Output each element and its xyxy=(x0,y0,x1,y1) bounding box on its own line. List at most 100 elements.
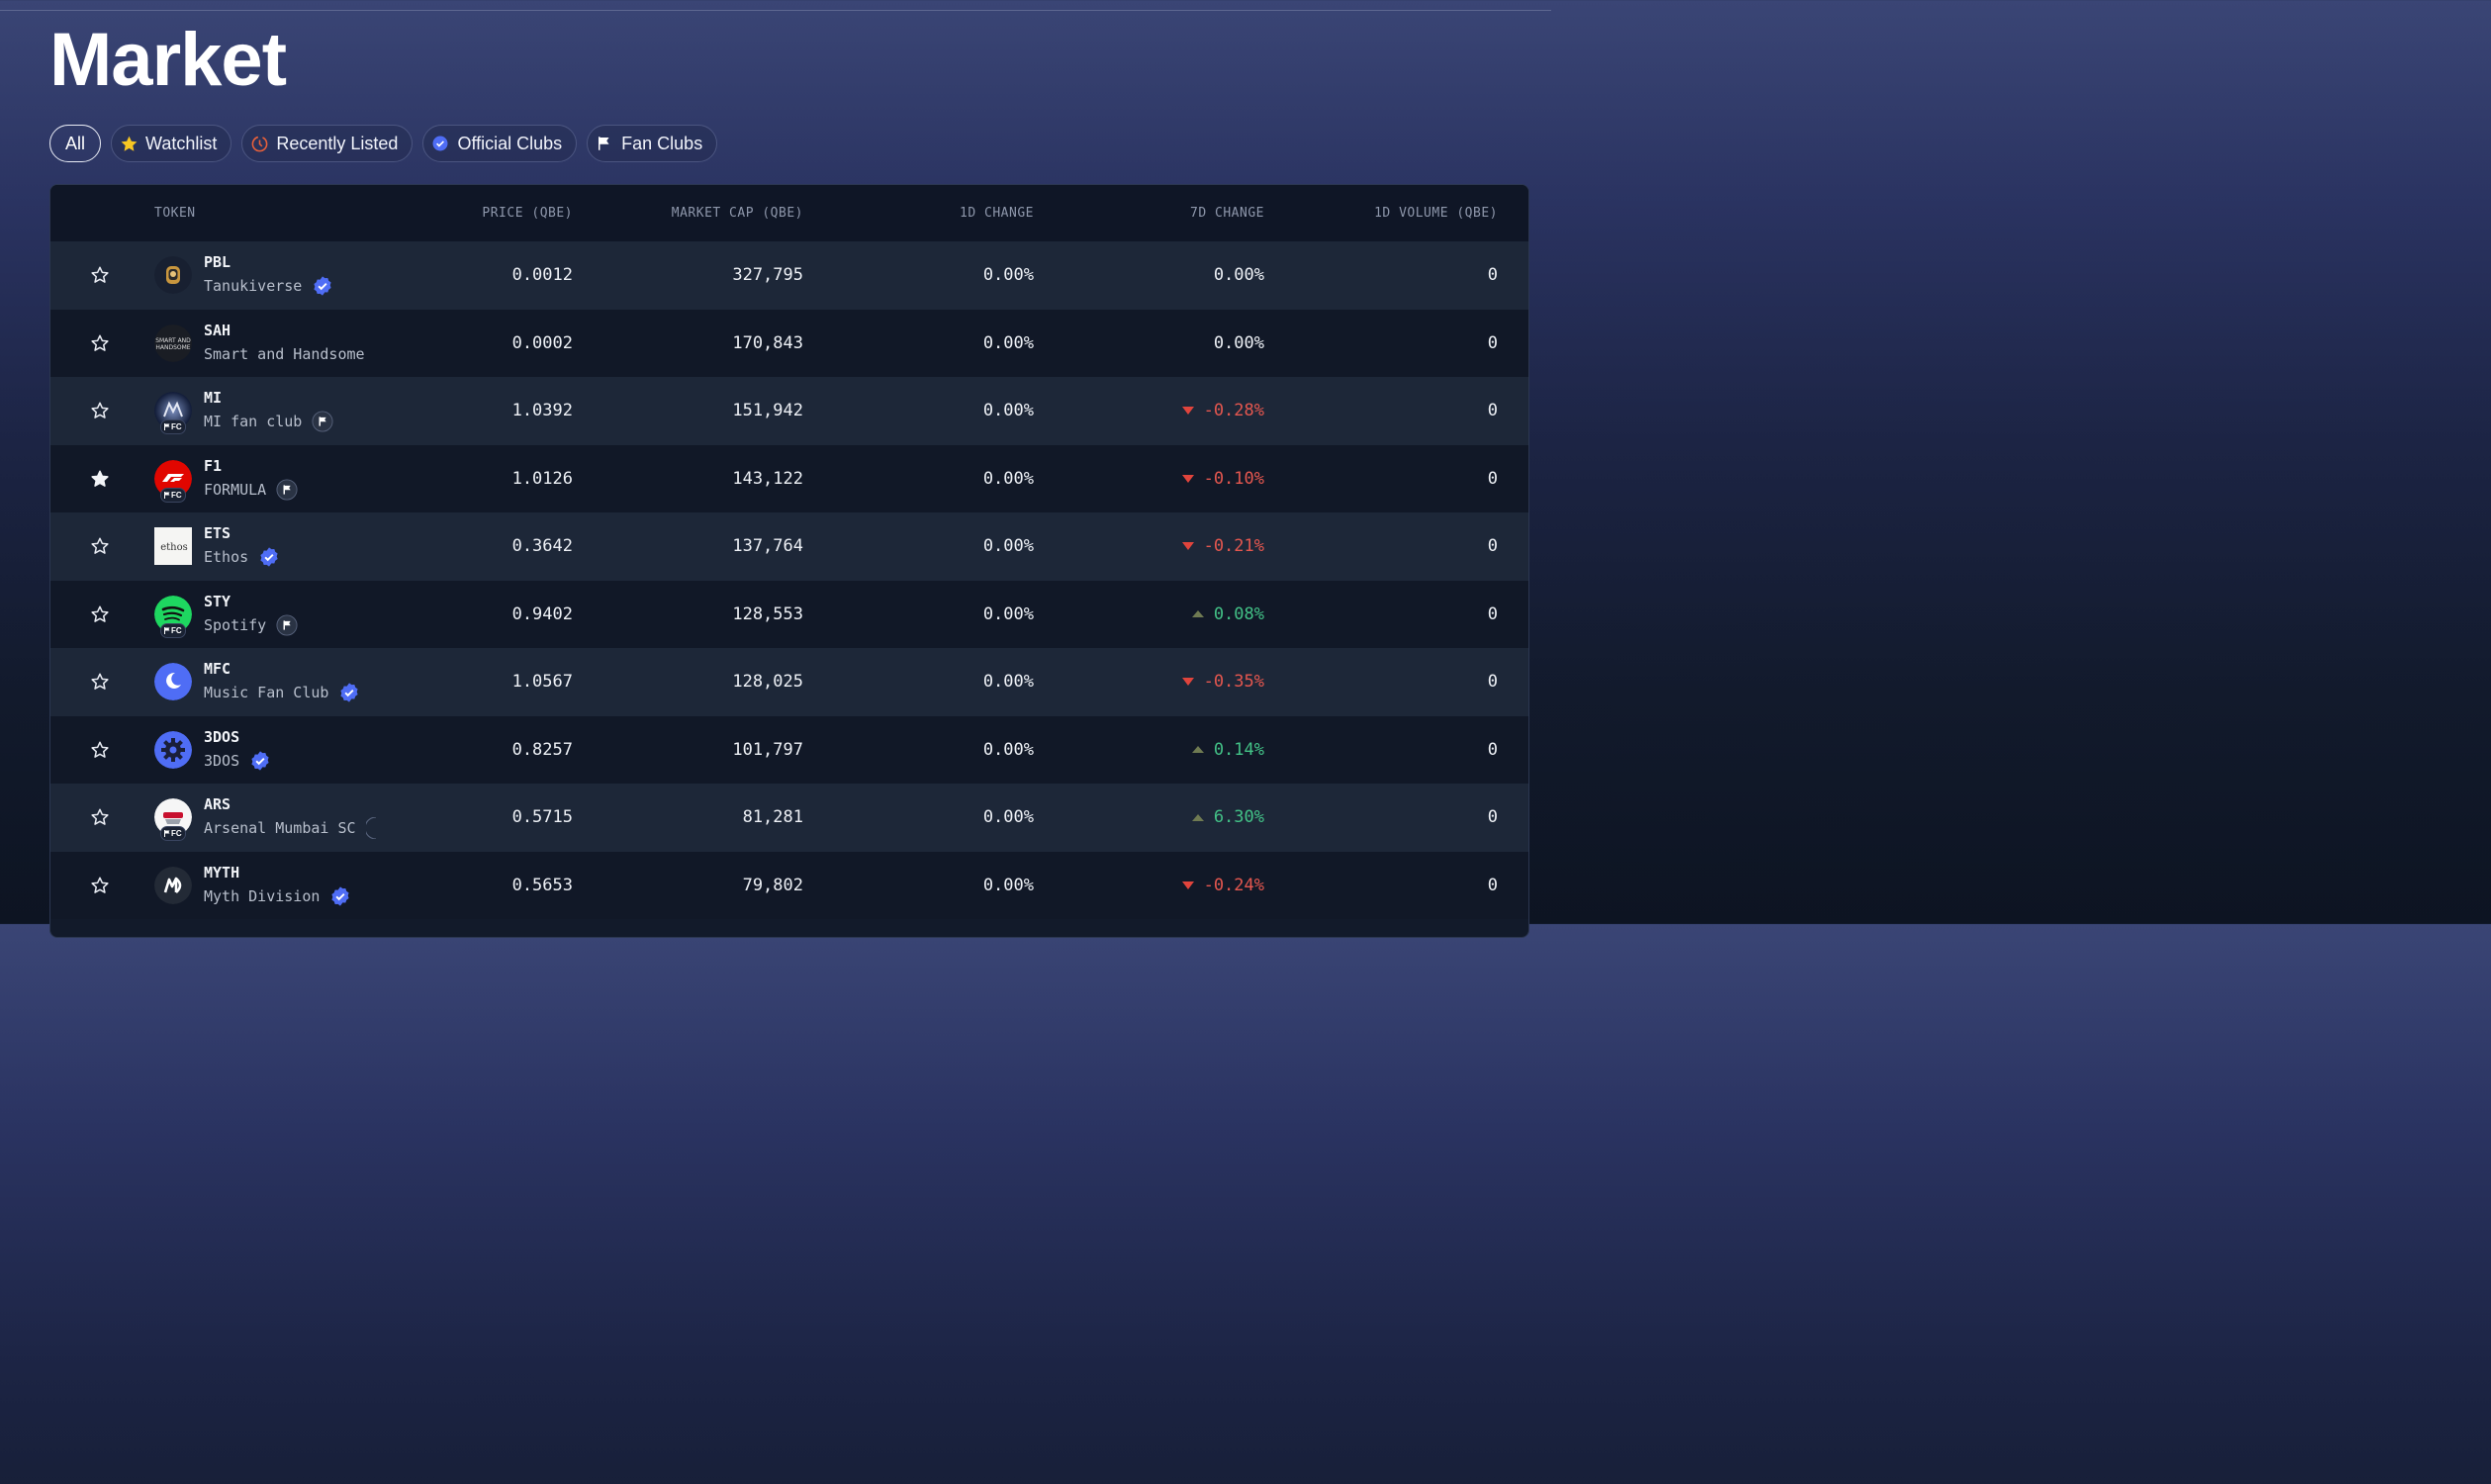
star-outline-icon[interactable] xyxy=(90,604,110,624)
header-token[interactable]: TOKEN xyxy=(154,206,196,221)
header-7d-change[interactable]: 7D CHANGE xyxy=(1190,206,1264,221)
star-outline-icon[interactable] xyxy=(90,401,110,420)
filter-chips: All Watchlist Recently Listed Official C… xyxy=(49,125,718,162)
formula1-logo: FC xyxy=(154,459,192,503)
market-cap-cell: 170,843 xyxy=(732,332,803,353)
filter-fan-clubs[interactable]: Fan Clubs xyxy=(587,125,718,162)
change-7d-value: -0.24% xyxy=(1203,875,1264,895)
token-name: FORMULA xyxy=(204,480,267,499)
star-outline-icon[interactable] xyxy=(90,876,110,895)
filter-official-clubs[interactable]: Official Clubs xyxy=(422,125,578,162)
token-info: SAH Smart and Handsome xyxy=(204,320,365,367)
fan-club-flag-icon xyxy=(365,817,378,840)
table-row[interactable]: FC F1 FORMULA 1.0126 143,122 0.00% -0.10% 0 xyxy=(50,444,1528,512)
change-7d-value: -0.10% xyxy=(1203,468,1264,489)
down-arrow-icon xyxy=(1181,407,1194,416)
price-cell: 1.0567 xyxy=(511,672,573,693)
token-name: Music Fan Club xyxy=(204,684,329,702)
table-row[interactable]: 3DOS 3DOS 0.8257 101,797 0.00% 0.14% 0 xyxy=(50,715,1528,784)
star-icon xyxy=(119,134,138,153)
token-symbol: PBL xyxy=(204,253,231,272)
star-outline-icon[interactable] xyxy=(90,807,110,827)
market-cap-cell: 151,942 xyxy=(732,401,803,421)
table-body: PBL Tanukiverse 0.0012 327,795 0.00% 0.00% 0 SM… xyxy=(50,241,1528,919)
3dos-gear-logo xyxy=(154,730,192,769)
token-symbol: 3DOS xyxy=(204,727,240,746)
token-info: ETS Ethos xyxy=(204,522,280,570)
token-info: PBL Tanukiverse xyxy=(204,251,333,299)
ethos-logo: ethos xyxy=(154,527,192,566)
header-price[interactable]: PRICE (QBE) xyxy=(482,206,573,221)
volume-1d-cell: 0 xyxy=(1487,807,1498,828)
down-arrow-icon xyxy=(1181,542,1194,551)
star-outline-icon[interactable] xyxy=(90,536,110,556)
svg-text:ethos: ethos xyxy=(160,542,188,553)
star-outline-icon[interactable] xyxy=(90,333,110,353)
price-cell: 0.5715 xyxy=(511,807,573,828)
change-1d-cell: 0.00% xyxy=(982,875,1034,895)
token-name: 3DOS xyxy=(204,751,240,770)
filter-recently-listed-label: Recently Listed xyxy=(276,133,399,153)
market-cap-cell: 128,025 xyxy=(732,672,803,693)
token-name: Spotify xyxy=(204,615,267,634)
volume-1d-cell: 0 xyxy=(1487,536,1498,557)
change-7d-value: 0.00% xyxy=(1213,265,1264,286)
header-1d-change[interactable]: 1D CHANGE xyxy=(960,206,1034,221)
table-row[interactable]: MFC Music Fan Club 1.0567 128,025 0.00% -0.35… xyxy=(50,648,1528,716)
token-name: Myth Division xyxy=(204,886,321,905)
fan-club-flag-icon xyxy=(276,614,298,636)
spotify-logo: FC xyxy=(154,595,192,638)
token-info: F1 FORMULA xyxy=(204,455,298,503)
change-7d-cell: 0.14% xyxy=(1191,739,1264,761)
star-outline-icon[interactable] xyxy=(90,740,110,760)
token-name: Smart and Handsome xyxy=(204,344,365,363)
change-7d-cell: -0.21% xyxy=(1181,535,1264,557)
market-cap-cell: 137,764 xyxy=(732,536,803,557)
volume-1d-cell: 0 xyxy=(1487,672,1498,693)
filter-watchlist[interactable]: Watchlist xyxy=(111,125,232,162)
change-7d-value: 6.30% xyxy=(1213,807,1264,828)
verified-badge-icon xyxy=(258,546,280,568)
verified-badge-icon xyxy=(430,134,450,153)
table-row[interactable]: FC MI MI fan club 1.0392 151,942 0.00% -0.28% 0 xyxy=(50,377,1528,445)
volume-1d-cell: 0 xyxy=(1487,603,1498,624)
header-1d-volume[interactable]: 1D VOLUME (QBE) xyxy=(1374,206,1498,221)
up-arrow-icon xyxy=(1191,813,1204,821)
market-cap-cell: 143,122 xyxy=(732,468,803,489)
table-row[interactable]: PBL Tanukiverse 0.0012 327,795 0.00% 0.00% 0 xyxy=(50,241,1528,310)
price-cell: 1.0392 xyxy=(511,401,573,421)
filter-watchlist-label: Watchlist xyxy=(145,133,218,153)
smart-and-handsome-logo: SMART AND HANDSOME xyxy=(154,324,192,362)
table-row[interactable]: MYTH Myth Division 0.5653 79,802 0.00% -0.24%… xyxy=(50,851,1528,919)
change-7d-value: 0.00% xyxy=(1213,332,1264,353)
token-symbol: SAH xyxy=(204,321,231,339)
change-7d-value: 0.14% xyxy=(1213,739,1264,760)
table-row[interactable]: ethos ETS Ethos 0.3642 137,764 0.00% -0.21% 0 xyxy=(50,512,1528,581)
down-arrow-icon xyxy=(1181,678,1194,687)
change-1d-cell: 0.00% xyxy=(982,603,1034,624)
fan-club-flag-icon xyxy=(312,411,333,432)
token-name: Ethos xyxy=(204,548,249,567)
top-divider xyxy=(0,10,1551,11)
table-row[interactable]: FC STY Spotify 0.9402 128,553 0.00% 0.08% 0 xyxy=(50,580,1528,648)
table-row[interactable]: SMART AND HANDSOME SAH Smart and Handsome 0.… xyxy=(50,309,1528,377)
market-cap-cell: 128,553 xyxy=(732,603,803,624)
volume-1d-cell: 0 xyxy=(1487,739,1498,760)
volume-1d-cell: 0 xyxy=(1487,265,1498,286)
token-info: MI MI fan club xyxy=(204,387,333,434)
token-info: MYTH Myth Division xyxy=(204,862,351,909)
star-filled-icon[interactable] xyxy=(90,469,110,489)
filter-all[interactable]: All xyxy=(49,125,102,162)
star-outline-icon[interactable] xyxy=(90,265,110,285)
volume-1d-cell: 0 xyxy=(1487,401,1498,421)
table-row[interactable]: FC ARS Arsenal Mumbai SC 0.5715 81,281 0.00% 6… xyxy=(50,784,1528,852)
star-outline-icon[interactable] xyxy=(90,672,110,692)
change-1d-cell: 0.00% xyxy=(982,672,1034,693)
token-info: 3DOS 3DOS xyxy=(204,726,271,774)
change-1d-cell: 0.00% xyxy=(982,536,1034,557)
filter-recently-listed[interactable]: Recently Listed xyxy=(241,125,414,162)
tanukiverse-logo xyxy=(154,256,192,295)
header-market-cap[interactable]: MARKET CAP (QBE) xyxy=(671,206,803,221)
change-1d-cell: 0.00% xyxy=(982,265,1034,286)
market-table: TOKEN PRICE (QBE) MARKET CAP (QBE) 1D CH… xyxy=(49,184,1529,938)
